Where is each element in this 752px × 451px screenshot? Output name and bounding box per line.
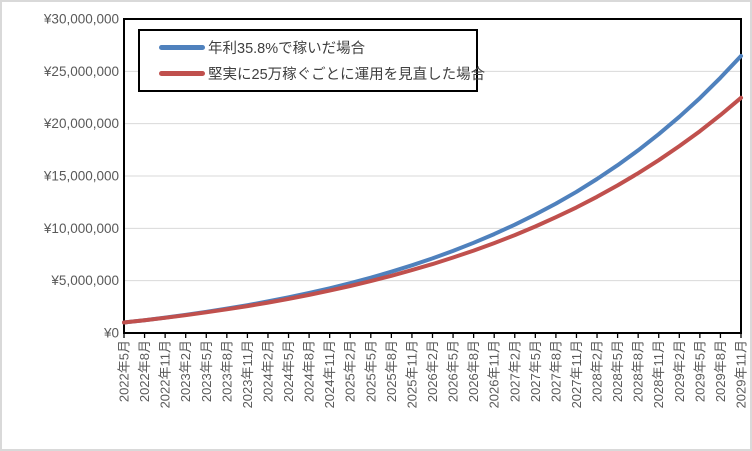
gridlines	[124, 70, 741, 282]
x-tick-label: 2028年11月	[651, 340, 666, 408]
x-tick-label: 2029年2月	[672, 340, 687, 402]
x-axis-labels: 2022年5月 2022年8月 2022年11月 2023年2月 2023年5月 2023…	[117, 333, 749, 408]
x-tick-label: 2024年11月	[322, 340, 337, 408]
x-tick-label: 2022年11月	[158, 340, 173, 408]
legend-line-swatch-blue	[159, 44, 205, 50]
y-axis-labels: ¥0 ¥5,000,000 ¥10,000,000 ¥15,000,000 ¥20,00…	[43, 12, 119, 341]
x-tick-label: 2027年11月	[569, 340, 584, 408]
x-tick-label: 2023年8月	[219, 340, 234, 402]
x-tick-label: 2023年11月	[240, 340, 255, 408]
x-tick-label: 2025年8月	[384, 340, 399, 402]
x-tick-label: 2027年5月	[528, 340, 543, 402]
legend-item-series-0: 年利35.8%で稼いだ場合	[159, 37, 472, 58]
y-tick-label: ¥5,000,000	[50, 273, 119, 288]
legend-item-series-1: 堅実に25万稼ぐごとに運用を見直した場合	[159, 63, 485, 84]
x-tick-label: 2026年5月	[446, 340, 461, 402]
chart-legend: 年利35.8%で稼いだ場合 堅実に25万稼ぐごとに運用を見直した場合	[138, 29, 485, 92]
x-tick-label: 2029年5月	[692, 340, 707, 402]
x-tick-label: 2026年11月	[487, 340, 502, 408]
y-tick-label: ¥25,000,000	[43, 64, 119, 79]
x-tick-label: 2029年8月	[713, 340, 728, 402]
series-line-0	[122, 54, 743, 325]
x-tick-label: 2022年5月	[117, 340, 132, 402]
x-tick-label: 2026年8月	[466, 340, 481, 402]
y-tick-label: ¥10,000,000	[43, 221, 119, 236]
x-tick-label: 2022年8月	[137, 340, 152, 402]
y-tick-label: ¥15,000,000	[43, 169, 119, 184]
x-tick-label: 2029年11月	[734, 340, 749, 408]
x-tick-label: 2024年5月	[281, 340, 296, 402]
x-tick-label: 2024年8月	[302, 340, 317, 402]
x-tick-label: 2028年5月	[610, 340, 625, 402]
legend-label-series-0: 年利35.8%で稼いだ場合	[208, 40, 366, 57]
x-tick-label: 2023年5月	[199, 340, 214, 402]
x-tick-label: 2028年8月	[631, 340, 646, 402]
series-line-1	[122, 95, 743, 325]
legend-line-swatch-red	[159, 71, 205, 77]
x-tick-label: 2028年2月	[590, 340, 605, 402]
x-tick-label: 2027年2月	[507, 340, 522, 402]
x-tick-label: 2025年11月	[404, 340, 419, 408]
x-tick-label: 2024年2月	[260, 340, 275, 402]
x-tick-label: 2027年8月	[548, 340, 563, 402]
x-tick-label: 2025年2月	[343, 340, 358, 402]
x-tick-label: 2023年2月	[178, 340, 193, 402]
y-tick-label: ¥20,000,000	[43, 116, 119, 131]
y-tick-label: ¥0	[103, 326, 119, 341]
x-tick-label: 2025年5月	[363, 340, 378, 402]
y-tick-label: ¥30,000,000	[43, 12, 119, 27]
x-tick-label: 2026年2月	[425, 340, 440, 402]
legend-label-series-1: 堅実に25万稼ぐごとに運用を見直した場合	[208, 67, 486, 84]
